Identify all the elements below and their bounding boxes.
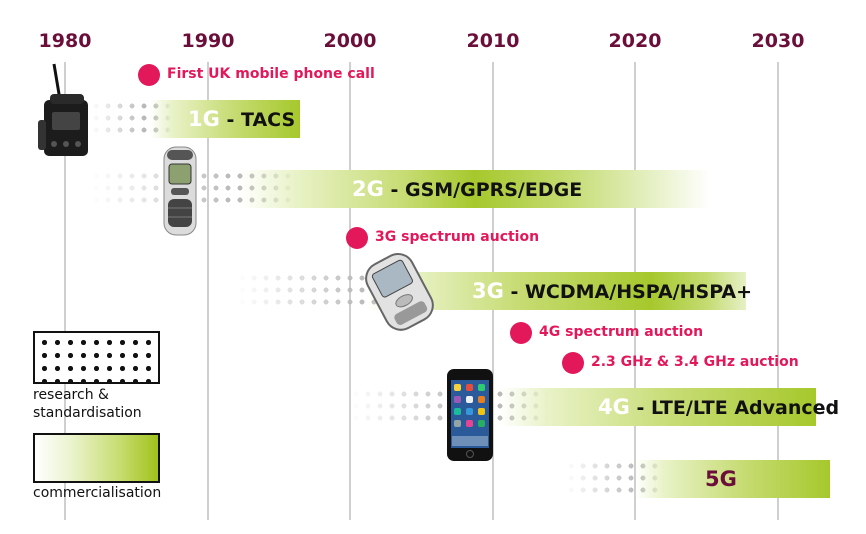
gridline-1980 bbox=[64, 62, 66, 520]
legend-research-label: research & standardisation bbox=[33, 387, 142, 421]
car-phone-icon bbox=[38, 63, 88, 156]
gen-4g-name: - LTE/LTE Advanced bbox=[629, 397, 840, 419]
gen-3g-bar: 3G - WCDMA/HSPA/HSPA+ bbox=[236, 272, 752, 310]
gen-5g-bar: 5G bbox=[565, 460, 830, 498]
event-3g-auction-text: 3G spectrum auction bbox=[375, 229, 540, 245]
event-23-34-auction-text: 2.3 GHz & 3.4 GHz auction bbox=[591, 354, 799, 370]
year-label-2020: 2020 bbox=[608, 30, 662, 52]
year-label-1980: 1980 bbox=[38, 30, 92, 52]
event-first-call-text: First UK mobile phone call bbox=[167, 66, 375, 82]
gen-2g-label: 2G - GSM/GPRS/EDGE bbox=[352, 177, 582, 201]
gen-3g-code: 3G bbox=[472, 279, 504, 303]
gridline-1990 bbox=[207, 62, 209, 520]
gen-1g-label: 1G - TACS bbox=[188, 107, 295, 131]
year-label-2030: 2030 bbox=[751, 30, 805, 52]
gen-5g-commercial bbox=[635, 460, 830, 498]
event-marker-icon bbox=[510, 322, 532, 344]
gen-4g-commercial bbox=[500, 388, 816, 426]
event-marker-icon bbox=[346, 227, 368, 249]
gen-4g-code: 4G bbox=[598, 395, 630, 419]
gridline-2030 bbox=[777, 62, 779, 520]
year-label-2010: 2010 bbox=[466, 30, 520, 52]
event-marker-icon bbox=[562, 352, 584, 374]
legend-commercial-label: commercialisation bbox=[33, 485, 162, 501]
year-label-2000: 2000 bbox=[323, 30, 377, 52]
year-label-1990: 1990 bbox=[181, 30, 235, 52]
gen-2g-commercial bbox=[240, 170, 710, 208]
legend-research-swatch bbox=[33, 331, 160, 384]
gen-2g-code: 2G bbox=[352, 177, 384, 201]
gen-1g-bar: 1G - TACS bbox=[90, 100, 300, 138]
gen-4g-label: 4G - LTE/LTE Advanced bbox=[598, 395, 839, 419]
event-marker-icon bbox=[138, 64, 160, 86]
iphone-icon bbox=[447, 369, 493, 461]
gen-3g-name: - WCDMA/HSPA/HSPA+ bbox=[503, 281, 753, 303]
legend-commercial-swatch bbox=[33, 433, 160, 483]
gen-2g-bar: 2G - GSM/GPRS/EDGE bbox=[90, 170, 710, 208]
gen-1g-commercial bbox=[150, 100, 300, 138]
gen-2g-name: - GSM/GPRS/EDGE bbox=[383, 179, 583, 201]
gen-1g-name: - TACS bbox=[219, 109, 296, 131]
gen-5g-label: 5G bbox=[705, 467, 737, 491]
gen-1g-code: 1G bbox=[188, 107, 220, 131]
event-4g-auction-text: 4G spectrum auction bbox=[539, 324, 704, 340]
gen-4g-bar: 4G - LTE/LTE Advanced bbox=[350, 388, 839, 426]
gen-5g-code: 5G bbox=[705, 467, 737, 491]
nokia-phone-icon bbox=[163, 146, 197, 236]
smartphone-3g-icon bbox=[365, 252, 434, 331]
gen-3g-label: 3G - WCDMA/HSPA/HSPA+ bbox=[472, 279, 752, 303]
